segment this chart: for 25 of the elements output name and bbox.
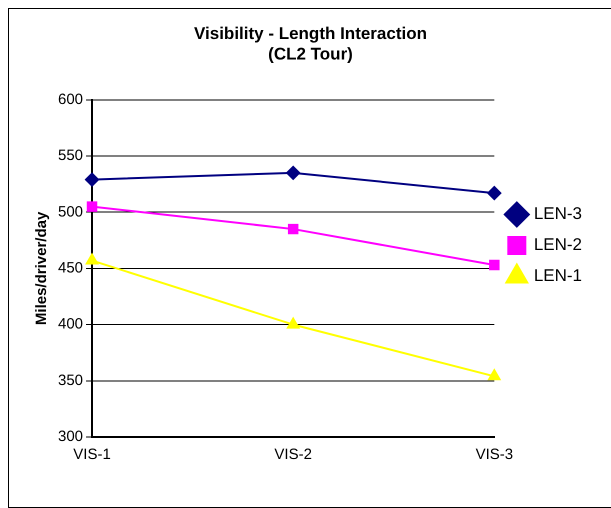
y-tick-label: 600: [58, 90, 84, 108]
point: [86, 254, 98, 265]
point: [487, 186, 502, 200]
y-tick-label: 400: [58, 316, 84, 333]
x-tick-label: VIS-1: [73, 446, 111, 464]
y-tick-label: 500: [58, 203, 84, 220]
y-tick-label: 350: [58, 372, 84, 389]
text: Visibility - Length Interaction: [194, 24, 427, 43]
x-tick-label: VIS-2: [274, 446, 312, 464]
point: [286, 166, 300, 180]
legend-label: LEN-3: [534, 204, 582, 224]
y-tick-label: 550: [58, 147, 84, 164]
point: [86, 201, 98, 212]
x-tick-label: VIS-3: [476, 446, 514, 464]
y-axis-title: Miles/driver/day: [33, 211, 50, 326]
legend-label: LEN-1: [534, 266, 582, 286]
legend-label: LEN-2: [534, 235, 582, 254]
y-tick-label: 450: [58, 260, 84, 277]
text: (CL2 Tour): [268, 44, 353, 64]
point: [288, 224, 298, 234]
point: [489, 260, 500, 270]
y-tick-label: 300: [58, 428, 84, 446]
point: [286, 318, 300, 329]
point: [85, 172, 100, 187]
point: [488, 369, 501, 380]
